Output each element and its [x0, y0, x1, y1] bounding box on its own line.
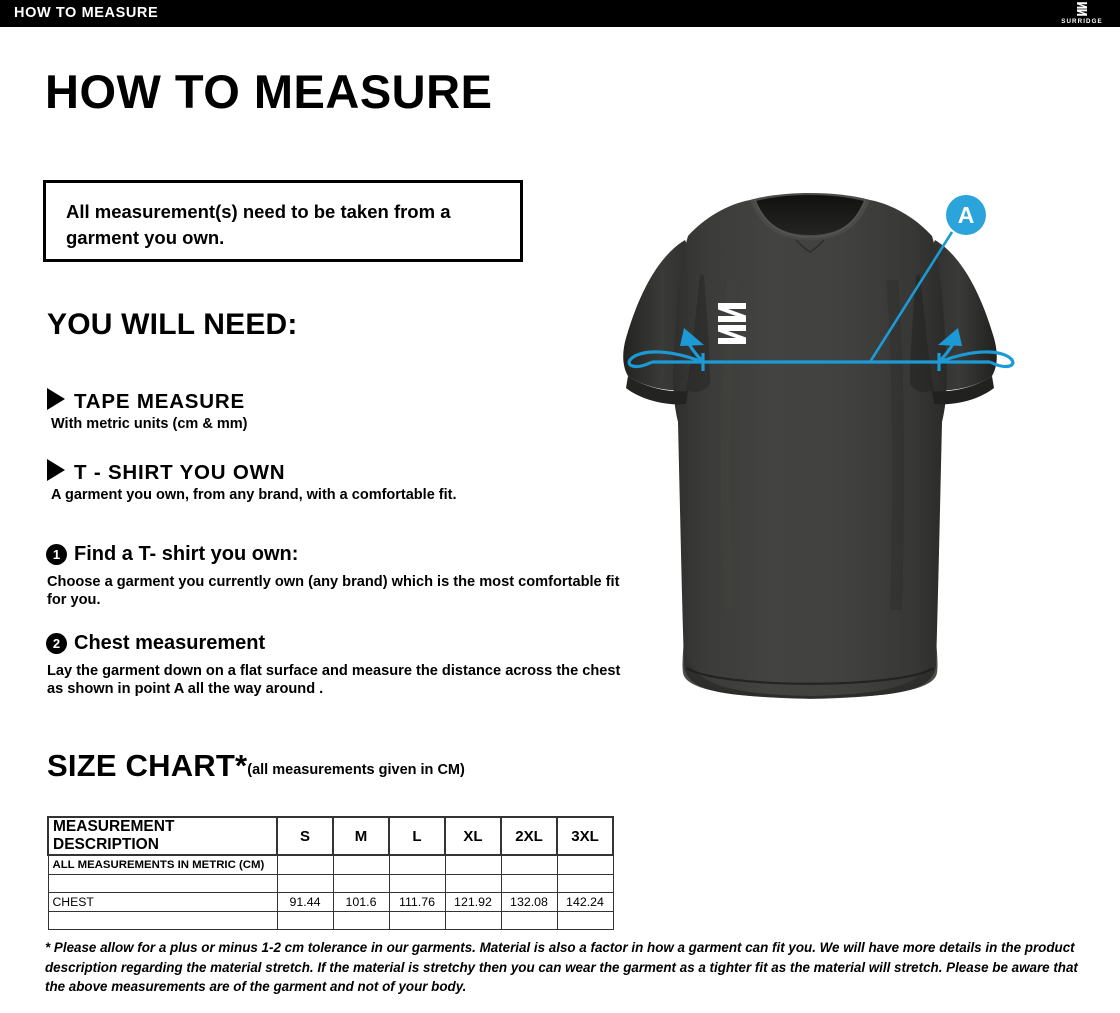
cell-m: [332, 854, 390, 875]
need-item-tape-measure: TAPE MEASURE With metric units (cm & mm): [47, 388, 247, 432]
cell-3xl: 142.24: [556, 891, 614, 912]
row-label: [47, 873, 278, 893]
left-arrowhead: [680, 328, 704, 346]
need-item-sub: A garment you own, from any brand, with …: [51, 487, 457, 503]
step-title: Find a T- shirt you own:: [74, 543, 299, 565]
top-bar-title: HOW TO MEASURE: [14, 5, 159, 21]
brand-logo-wordmark: SURRIDGE: [1061, 18, 1103, 25]
top-bar: HOW TO MEASURE SURRIDGE: [0, 0, 1120, 27]
cell-l: [388, 854, 446, 875]
column-header-3xl: 3XL: [556, 816, 614, 856]
right-arrowhead: [938, 328, 962, 346]
cell-s: [276, 873, 334, 893]
cell-s: [276, 910, 334, 930]
row-label: ALL MEASUREMENTS IN METRIC (CM): [47, 854, 278, 875]
cell-3xl: [556, 910, 614, 930]
size-chart-table: MEASUREMENT DESCRIPTION S M L XL 2XL 3XL…: [47, 816, 614, 930]
step-number-badge: 1: [46, 544, 67, 565]
cell-m: 101.6: [332, 891, 390, 912]
marker-leader-line: [868, 231, 954, 363]
cell-2xl: [500, 910, 558, 930]
step-number-badge: 2: [46, 633, 67, 654]
cell-2xl: [500, 854, 558, 875]
brand-logo: SURRIDGE: [1056, 1, 1108, 26]
callout-box: All measurement(s) need to be taken from…: [43, 180, 523, 262]
measurement-point-marker: [946, 195, 986, 235]
left-wrap-stem: [684, 332, 705, 364]
cell-m: [332, 873, 390, 893]
cell-l: 111.76: [388, 891, 446, 912]
step-title: Chest measurement: [74, 632, 266, 654]
left-wrap-curve: [627, 350, 704, 369]
right-wrap-curve: [938, 350, 1015, 369]
row-label: [47, 910, 278, 930]
collar-highlight: [754, 199, 866, 238]
surridge-s-monogram-icon: [1077, 2, 1087, 16]
cell-3xl: [556, 873, 614, 893]
step-1: 1 Find a T- shirt you own: Choose a garme…: [46, 543, 619, 608]
column-header-description: MEASUREMENT DESCRIPTION: [47, 816, 278, 856]
cell-l: [388, 910, 446, 930]
table-row: [47, 873, 614, 893]
hem-stitch: [685, 667, 935, 685]
table-header-row: MEASUREMENT DESCRIPTION S M L XL 2XL 3XL: [47, 816, 614, 856]
column-header-2xl: 2XL: [500, 816, 558, 856]
cell-2xl: [500, 873, 558, 893]
triangle-bullet-icon: [47, 459, 65, 481]
tshirt-chest-measurement-diagram: A: [623, 193, 1015, 699]
fold-shadow: [886, 279, 905, 611]
table-row: CHEST 91.44 101.6 111.76 121.92 132.08 1…: [47, 891, 614, 912]
center-highlight: [796, 409, 821, 641]
size-chart-heading: SIZE CHART*(all measurements given in CM…: [47, 748, 465, 784]
you-will-need-heading: YOU WILL NEED:: [47, 308, 298, 341]
triangle-bullet-icon: [47, 388, 65, 410]
collar-seam: [795, 239, 825, 253]
cell-s: 91.44: [276, 891, 334, 912]
page-title: HOW TO MEASURE: [45, 65, 493, 118]
collar-opening: [756, 195, 864, 235]
size-chart-heading-note: (all measurements given in CM): [247, 762, 465, 778]
cell-xl: [444, 854, 502, 875]
need-item-tshirt: T - SHIRT YOU OWN A garment you own, fro…: [47, 459, 457, 503]
right-cuff: [932, 376, 994, 405]
callout-text: All measurement(s) need to be taken from…: [66, 201, 451, 249]
footnote-text: * Please allow for a plus or minus 1-2 c…: [45, 940, 1078, 995]
row-label: CHEST: [47, 891, 278, 912]
step-2: 2 Chest measurement Lay the garment down …: [46, 632, 620, 697]
column-header-xl: XL: [444, 816, 502, 856]
cell-l: [388, 873, 446, 893]
cell-xl: 121.92: [444, 891, 502, 912]
need-item-sub: With metric units (cm & mm): [51, 416, 248, 432]
table-row: [47, 910, 614, 930]
cell-2xl: 132.08: [500, 891, 558, 912]
cell-s: [276, 854, 334, 875]
right-wrap-stem: [937, 332, 958, 364]
need-item-label: TAPE MEASURE: [74, 390, 245, 413]
cell-xl: [444, 873, 502, 893]
tshirt-illustration: A: [600, 170, 1020, 715]
table-row: ALL MEASUREMENTS IN METRIC (CM): [47, 854, 614, 875]
column-header-s: S: [276, 816, 334, 856]
chest-measurement-annotation: A: [627, 195, 1015, 371]
surridge-s-monogram-icon: [718, 303, 746, 344]
step-body: Lay the garment down on a flat surface a…: [47, 663, 621, 698]
step-body: Choose a garment you currently own (any …: [47, 574, 620, 609]
left-cuff: [626, 376, 688, 405]
cell-m: [332, 910, 390, 930]
column-header-l: L: [388, 816, 446, 856]
column-header-m: M: [332, 816, 390, 856]
measurement-point-label: A: [958, 202, 975, 228]
cell-3xl: [556, 854, 614, 875]
size-chart-heading-main: SIZE CHART*: [47, 748, 248, 783]
cell-xl: [444, 910, 502, 930]
need-item-label: T - SHIRT YOU OWN: [74, 461, 286, 484]
